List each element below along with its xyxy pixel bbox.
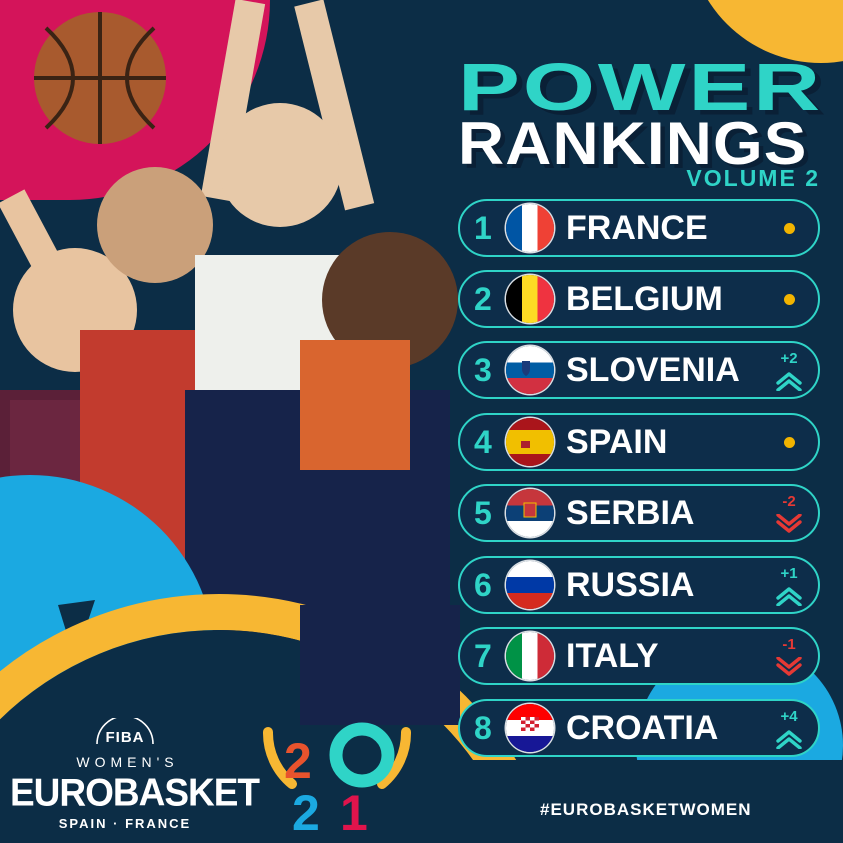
svg-text:2: 2 — [292, 785, 320, 837]
svg-text:1: 1 — [340, 785, 368, 837]
svg-text:FIBA: FIBA — [106, 729, 145, 746]
svg-text:2: 2 — [284, 733, 312, 789]
